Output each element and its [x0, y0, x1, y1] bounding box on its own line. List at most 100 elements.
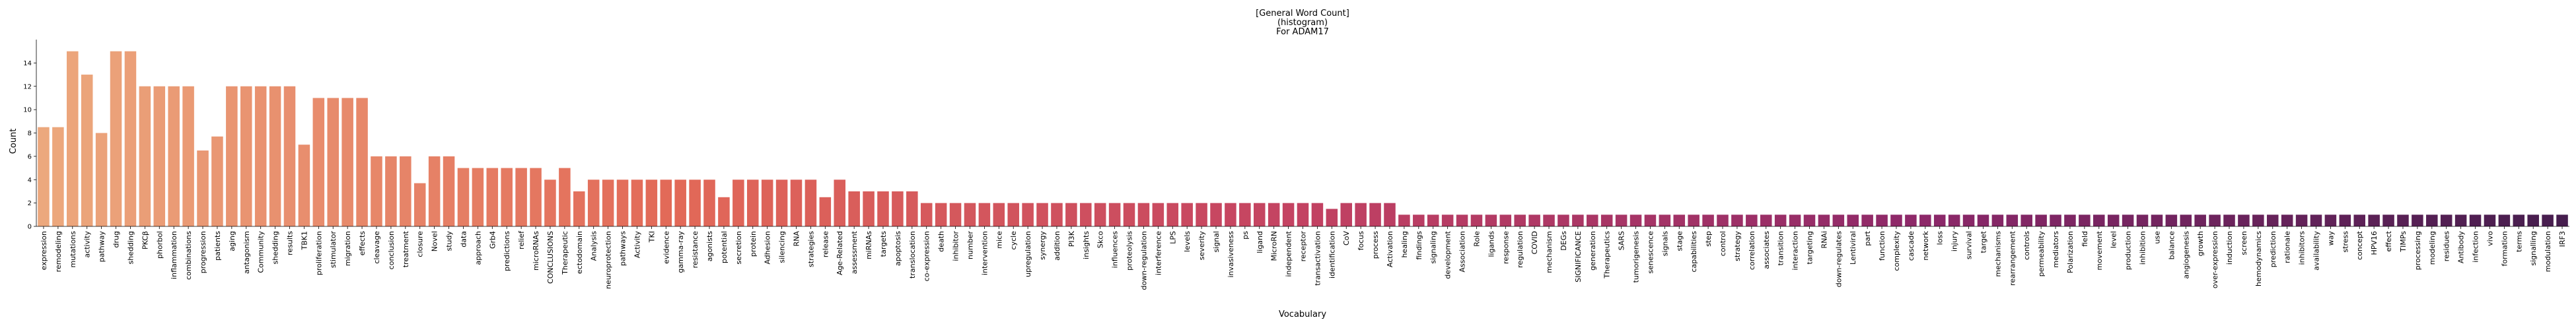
bar-117 — [1731, 214, 1743, 226]
y-tick-label-1: 2 — [28, 200, 32, 207]
bar-83 — [1239, 203, 1251, 227]
x-tick-label-56: assessment — [850, 230, 859, 274]
y-tick-label-4: 8 — [28, 130, 32, 137]
x-tick-label-26: closure — [416, 231, 425, 257]
bar-139 — [2050, 214, 2061, 226]
bar-107 — [1587, 214, 1598, 226]
x-tick-label-8: phorbol — [155, 231, 164, 259]
x-tick-label-112: signals — [1661, 231, 1669, 257]
x-tick-label-24: conclusion — [387, 231, 396, 269]
x-tick-label-170: formation — [2500, 231, 2509, 266]
x-tick-label-122: targeting — [1806, 231, 1814, 264]
x-tick-label-76: down-regulation — [1139, 231, 1148, 290]
chart-title-line-1: [General Word Count] — [1256, 9, 1349, 18]
x-tick-label-120: transition — [1777, 231, 1785, 265]
y-axis-label: Count — [9, 129, 18, 154]
bar-155 — [2281, 214, 2293, 226]
bar-79 — [1181, 203, 1193, 227]
x-tick-label-79: levels — [1183, 231, 1192, 252]
bar-147 — [2165, 214, 2178, 226]
bar-65 — [978, 203, 991, 227]
x-tick-label-74: influences — [1111, 231, 1120, 268]
bar-89 — [1326, 209, 1338, 226]
x-tick-label-49: protein — [749, 231, 758, 257]
bar-23 — [371, 156, 382, 227]
x-tick-label-145: inhibition — [2139, 231, 2147, 265]
y-tick-label-0: 0 — [28, 224, 32, 231]
x-tick-label-90: CoV — [1342, 231, 1351, 246]
x-tick-label-60: translocation — [908, 231, 917, 279]
bar-38 — [587, 180, 600, 226]
bar-50 — [761, 180, 773, 226]
x-tick-label-94: healing — [1400, 231, 1409, 258]
x-tick-label-153: hemodynamics — [2254, 231, 2263, 286]
bar-1 — [52, 127, 64, 226]
bar-22 — [356, 98, 368, 226]
x-tick-label-121: interaction — [1791, 231, 1800, 271]
bar-110 — [1629, 214, 1642, 226]
x-tick-label-65: intervention — [980, 231, 989, 275]
bar-131 — [1933, 214, 1946, 226]
x-tick-label-12: patients — [213, 231, 222, 261]
bar-141 — [2079, 214, 2091, 226]
x-tick-label-172: signalling — [2529, 231, 2538, 266]
y-tick-label-2: 4 — [28, 177, 32, 184]
bar-171 — [2513, 214, 2525, 226]
bar-24 — [385, 156, 397, 227]
x-tick-label-102: regulation — [1516, 231, 1524, 268]
bar-106 — [1572, 214, 1584, 226]
bar-0 — [38, 127, 50, 226]
chart-title: [General Word Count] (histogram) For ADA… — [1256, 9, 1349, 37]
bar-115 — [1702, 214, 1714, 226]
bar-149 — [2194, 214, 2206, 226]
x-tick-labels: expression remodeling mutations activity pat… — [40, 226, 2567, 290]
x-tick-label-119: associates — [1762, 231, 1771, 269]
x-tick-label-173: modulation — [2544, 231, 2552, 272]
x-tick-label-149: growth — [2196, 231, 2205, 256]
bar-157 — [2310, 214, 2322, 226]
y-tick-label-5: 10 — [23, 107, 32, 114]
y-tick-label-6: 12 — [23, 83, 32, 90]
x-tick-label-89: identification — [1328, 231, 1336, 279]
x-tick-label-98: Association — [1458, 231, 1467, 273]
x-tick-label-62: death — [937, 231, 946, 252]
x-tick-label-80: severity — [1198, 231, 1206, 261]
x-tick-label-96: signaling — [1429, 231, 1438, 264]
x-tick-label-54: release — [821, 231, 830, 257]
x-tick-label-95: findings — [1415, 231, 1423, 260]
bar-57 — [863, 191, 875, 226]
x-tick-label-128: complexity — [1892, 231, 1901, 271]
x-tick-label-38: Analysis — [590, 231, 598, 261]
bar-124 — [1832, 214, 1845, 226]
x-tick-label-47: potential — [720, 231, 729, 263]
bar-85 — [1268, 203, 1280, 227]
x-tick-label-136: rearrangement — [2008, 230, 2017, 286]
x-tick-label-25: treatment — [402, 230, 410, 267]
x-tick-label-86: independent — [1285, 230, 1293, 277]
x-tick-label-13: aging — [228, 231, 236, 251]
x-tick-label-130: network — [1921, 230, 1930, 260]
x-tick-label-50: Adhesion — [764, 231, 772, 265]
bar-2 — [67, 51, 79, 226]
bar-122 — [1803, 214, 1816, 226]
x-tick-label-147: balance — [2167, 231, 2176, 260]
x-tick-label-166: residues — [2443, 231, 2451, 262]
x-tick-label-30: approach — [474, 231, 482, 265]
x-tick-label-28: study — [445, 231, 454, 251]
bar-123 — [1818, 214, 1830, 226]
bar-153 — [2252, 214, 2264, 226]
bar-86 — [1282, 203, 1295, 227]
bar-62 — [935, 203, 947, 227]
bar-156 — [2295, 214, 2308, 226]
bar-75 — [1123, 203, 1135, 227]
x-tick-label-37: ectodomain — [575, 231, 584, 274]
bar-46 — [703, 180, 715, 226]
x-tick-label-42: TKI — [647, 231, 656, 243]
x-tick-label-68: upregulation — [1024, 231, 1032, 277]
y-tick-label-7: 14 — [23, 60, 32, 67]
bar-52 — [790, 180, 803, 226]
bar-59 — [892, 191, 904, 226]
bar-130 — [1919, 214, 1931, 226]
x-tick-label-162: effect — [2384, 230, 2393, 251]
bar-119 — [1760, 214, 1772, 226]
